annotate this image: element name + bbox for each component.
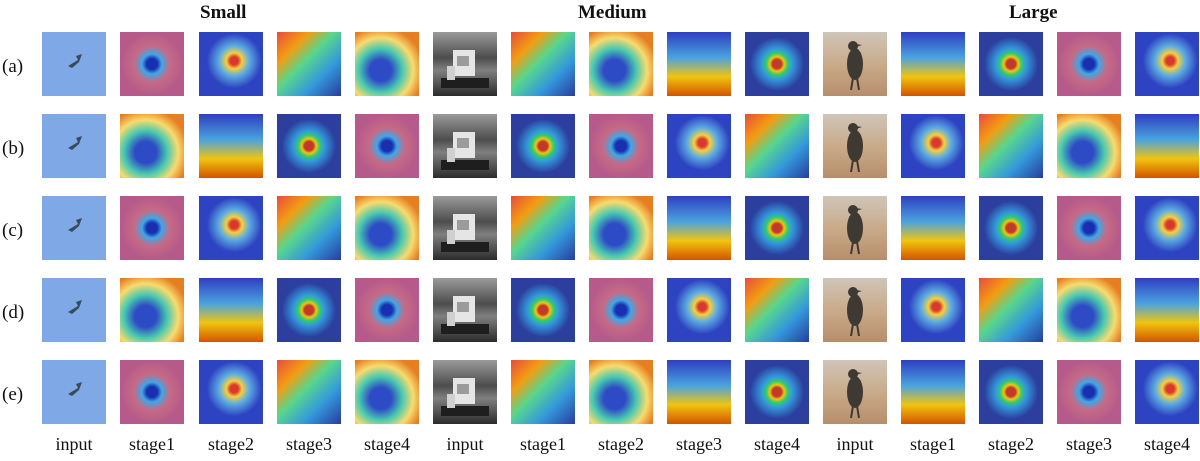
small-input-image xyxy=(42,196,106,260)
small-stage4-heatmap xyxy=(355,360,419,424)
medium-stage2-heatmap xyxy=(589,360,653,424)
medium-stage1-heatmap xyxy=(511,278,575,342)
large-stage3-heatmap xyxy=(1057,360,1121,424)
row-label-e: (e) xyxy=(2,384,24,405)
small-input-image xyxy=(42,114,106,178)
column-label-stage2: stage2 xyxy=(208,434,254,454)
large-stage4-heatmap xyxy=(1135,114,1199,178)
column-label-stage4: stage4 xyxy=(1144,434,1190,454)
small-stage2-heatmap xyxy=(199,360,263,424)
column-label-input: input xyxy=(446,434,484,454)
large-input-image xyxy=(823,360,887,424)
medium-stage4-heatmap xyxy=(745,32,809,96)
small-stage4-heatmap xyxy=(355,32,419,96)
small-input-image xyxy=(42,278,106,342)
medium-stage2-heatmap xyxy=(589,32,653,96)
row-label-a: (a) xyxy=(2,56,24,77)
row-label-b: (b) xyxy=(2,138,25,159)
row-label-d: (d) xyxy=(2,302,25,323)
column-label-input: input xyxy=(836,434,874,454)
small-stage1-heatmap xyxy=(120,360,184,424)
large-stage2-heatmap xyxy=(979,114,1043,178)
large-input-image xyxy=(823,32,887,96)
small-stage3-heatmap xyxy=(277,196,341,260)
medium-stage2-heatmap xyxy=(589,278,653,342)
medium-stage4-heatmap xyxy=(745,196,809,260)
medium-input-image xyxy=(433,278,497,342)
large-stage3-heatmap xyxy=(1057,32,1121,96)
medium-stage3-heatmap xyxy=(667,278,731,342)
column-label-stage4: stage4 xyxy=(754,434,800,454)
small-stage4-heatmap xyxy=(355,114,419,178)
large-stage1-heatmap xyxy=(901,196,965,260)
large-input-image xyxy=(823,114,887,178)
medium-stage3-heatmap xyxy=(667,114,731,178)
small-stage1-heatmap xyxy=(120,114,184,178)
large-stage2-heatmap xyxy=(979,360,1043,424)
column-label-stage2: stage2 xyxy=(598,434,644,454)
column-label-stage3: stage3 xyxy=(1066,434,1112,454)
large-stage4-heatmap xyxy=(1135,278,1199,342)
small-stage3-heatmap xyxy=(277,278,341,342)
small-stage2-heatmap xyxy=(199,196,263,260)
large-stage2-heatmap xyxy=(979,196,1043,260)
group-title-medium: Medium xyxy=(578,2,647,23)
small-input-image xyxy=(42,32,106,96)
large-stage1-heatmap xyxy=(901,32,965,96)
small-stage3-heatmap xyxy=(277,360,341,424)
large-input-image xyxy=(823,196,887,260)
medium-stage1-heatmap xyxy=(511,360,575,424)
column-label-input: input xyxy=(55,434,93,454)
column-label-stage1: stage1 xyxy=(520,434,566,454)
medium-stage2-heatmap xyxy=(589,196,653,260)
group-title-small: Small xyxy=(200,2,247,23)
column-label-stage3: stage3 xyxy=(286,434,332,454)
medium-input-image xyxy=(433,196,497,260)
medium-stage1-heatmap xyxy=(511,32,575,96)
large-stage4-heatmap xyxy=(1135,196,1199,260)
large-stage3-heatmap xyxy=(1057,114,1121,178)
medium-stage4-heatmap xyxy=(745,114,809,178)
large-stage3-heatmap xyxy=(1057,196,1121,260)
column-label-stage3: stage3 xyxy=(676,434,722,454)
medium-stage3-heatmap xyxy=(667,32,731,96)
column-label-stage1: stage1 xyxy=(129,434,175,454)
small-stage2-heatmap xyxy=(199,32,263,96)
small-input-image xyxy=(42,360,106,424)
small-stage2-heatmap xyxy=(199,278,263,342)
large-stage1-heatmap xyxy=(901,114,965,178)
medium-stage4-heatmap xyxy=(745,278,809,342)
small-stage4-heatmap xyxy=(355,278,419,342)
small-stage3-heatmap xyxy=(277,32,341,96)
row-label-c: (c) xyxy=(2,220,24,241)
large-stage1-heatmap xyxy=(901,278,965,342)
column-label-stage1: stage1 xyxy=(910,434,956,454)
large-stage2-heatmap xyxy=(979,32,1043,96)
column-label-stage2: stage2 xyxy=(988,434,1034,454)
medium-stage3-heatmap xyxy=(667,360,731,424)
medium-stage2-heatmap xyxy=(589,114,653,178)
small-stage2-heatmap xyxy=(199,114,263,178)
small-stage3-heatmap xyxy=(277,114,341,178)
small-stage1-heatmap xyxy=(120,32,184,96)
medium-input-image xyxy=(433,114,497,178)
large-stage4-heatmap xyxy=(1135,32,1199,96)
group-title-large: Large xyxy=(1009,2,1058,23)
large-stage3-heatmap xyxy=(1057,278,1121,342)
medium-input-image xyxy=(433,32,497,96)
medium-stage3-heatmap xyxy=(667,196,731,260)
column-label-stage4: stage4 xyxy=(364,434,410,454)
medium-input-image xyxy=(433,360,497,424)
large-stage2-heatmap xyxy=(979,278,1043,342)
large-input-image xyxy=(823,278,887,342)
large-stage1-heatmap xyxy=(901,360,965,424)
small-stage1-heatmap xyxy=(120,196,184,260)
large-stage4-heatmap xyxy=(1135,360,1199,424)
medium-stage4-heatmap xyxy=(745,360,809,424)
small-stage1-heatmap xyxy=(120,278,184,342)
medium-stage1-heatmap xyxy=(511,196,575,260)
medium-stage1-heatmap xyxy=(511,114,575,178)
small-stage4-heatmap xyxy=(355,196,419,260)
